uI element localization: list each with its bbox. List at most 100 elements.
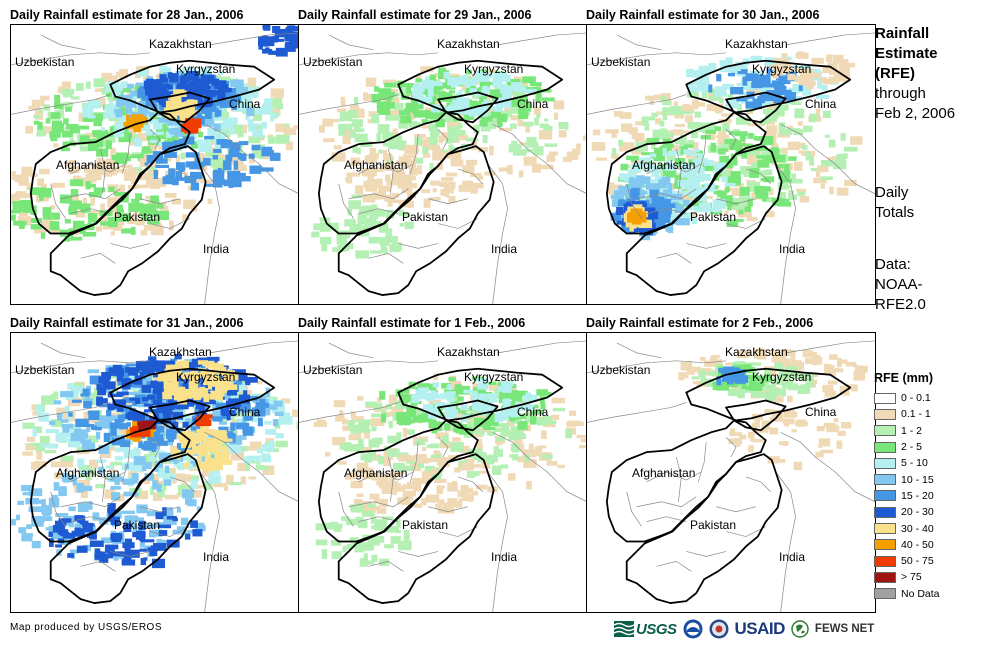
- rainfall-cell: [181, 439, 191, 449]
- rainfall-cell: [387, 449, 397, 457]
- rainfall-cell: [635, 121, 648, 126]
- rainfall-cell: [789, 178, 803, 184]
- rainfall-cell: [358, 424, 370, 433]
- rainfall-cell: [111, 154, 122, 161]
- rainfall-cell: [558, 130, 567, 138]
- rainfall-cell: [513, 437, 523, 446]
- rainfall-cell: [137, 89, 150, 99]
- rainfall-cell: [331, 154, 342, 158]
- rainfall-cell: [77, 458, 85, 467]
- rainfall-cell: [525, 411, 532, 418]
- rainfall-cell: [452, 437, 461, 442]
- rainfall-cell: [214, 391, 223, 401]
- rainfall-cell: [37, 126, 45, 137]
- rainfall-cell: [148, 112, 155, 117]
- rainfall-cell: [806, 80, 814, 90]
- rainfall-cell: [164, 152, 177, 158]
- legend-item: 50 - 75: [874, 553, 940, 569]
- rainfall-cell: [534, 446, 543, 454]
- rainfall-cell: [486, 381, 497, 385]
- border-line: [358, 208, 399, 214]
- rainfall-cell: [178, 164, 185, 173]
- rainfall-cell: [793, 65, 799, 70]
- rainfall-cell: [182, 372, 195, 378]
- rainfall-cell: [716, 376, 722, 386]
- rainfall-cell: [11, 209, 21, 214]
- rainfall-cell: [351, 194, 363, 199]
- rainfall-cell: [407, 176, 416, 181]
- rainfall-cell: [760, 377, 765, 387]
- rainfall-cell: [395, 529, 401, 534]
- rainfall-cell: [662, 112, 668, 121]
- rainfall-cell: [738, 209, 744, 215]
- rainfall-cell: [766, 125, 778, 134]
- rainfall-cell: [265, 429, 277, 435]
- rainfall-cell: [372, 454, 382, 461]
- border-line: [646, 471, 702, 483]
- rainfall-cell: [172, 517, 178, 522]
- rainfall-cell: [133, 212, 145, 217]
- rainfall-cell: [40, 95, 50, 101]
- rainfall-cell: [783, 185, 791, 189]
- rainfall-cell: [121, 428, 131, 438]
- rainfall-cell: [516, 433, 527, 440]
- country-label-uzbekistan: Uzbekistan: [15, 55, 75, 69]
- rainfall-cell: [686, 167, 692, 178]
- rainfall-cell: [424, 407, 439, 414]
- rainfall-cell: [182, 456, 190, 461]
- rainfall-cell: [122, 542, 135, 549]
- rainfall-cell: [60, 455, 74, 462]
- rainfall-cell: [443, 84, 454, 89]
- rainfall-cell: [497, 113, 508, 123]
- rainfall-cell: [184, 533, 191, 540]
- map-series-title: Rainfall Estimate (RFE) through Feb 2, 2…: [875, 24, 955, 124]
- rainfall-cell: [805, 358, 816, 364]
- border-line: [100, 457, 106, 502]
- rainfall-cell: [296, 421, 299, 430]
- rainfall-cell: [690, 129, 699, 139]
- legend-label: 15 - 20: [901, 489, 934, 502]
- rainfall-cell: [155, 512, 164, 520]
- rainfall-cell: [239, 435, 247, 440]
- rainfall-cell: [163, 411, 172, 421]
- rainfall-cell: [159, 438, 165, 442]
- rainfall-cell: [165, 429, 172, 436]
- rainfall-cell: [460, 409, 466, 414]
- rainfall-cell: [340, 96, 346, 107]
- rainfall-cell: [735, 117, 750, 125]
- rainfall-cell: [228, 179, 234, 189]
- rainfall-cell: [674, 123, 686, 128]
- rainfall-cell: [421, 446, 427, 451]
- rainfall-cell: [402, 83, 415, 88]
- rainfall-cell: [96, 431, 101, 440]
- legend-item: 40 - 50: [874, 537, 940, 553]
- rainfall-map: [11, 25, 299, 304]
- rainfall-cell: [165, 465, 170, 474]
- border-line: [358, 163, 414, 175]
- rainfall-cell: [680, 135, 687, 142]
- rainfall-cell: [392, 473, 397, 481]
- rainfall-cell: [198, 451, 204, 457]
- rainfall-cell: [129, 126, 136, 134]
- rainfall-cell: [167, 85, 181, 93]
- rainfall-cell: [243, 410, 252, 418]
- rainfall-cell: [804, 351, 818, 357]
- rainfall-cell: [374, 522, 383, 531]
- rainfall-cell: [361, 447, 373, 452]
- rainfall-cell: [684, 206, 699, 211]
- rainfall-cell: [653, 148, 659, 156]
- rainfall-cell: [784, 163, 790, 173]
- rainfall-cell: [233, 164, 247, 171]
- rainfall-cell: [415, 407, 423, 415]
- rainfall-cell: [662, 100, 672, 106]
- legend-swatch: [874, 555, 896, 567]
- rainfall-cell: [400, 174, 412, 184]
- rainfall-cell: [802, 145, 808, 150]
- border-line: [492, 123, 587, 195]
- rainfall-cell: [235, 108, 245, 113]
- rainfall-cell: [636, 213, 647, 222]
- usaid-wordmark: USAID: [734, 619, 786, 638]
- rainfall-cell: [190, 171, 203, 179]
- rainfall-cell: [195, 85, 206, 96]
- rainfall-cell: [613, 190, 622, 195]
